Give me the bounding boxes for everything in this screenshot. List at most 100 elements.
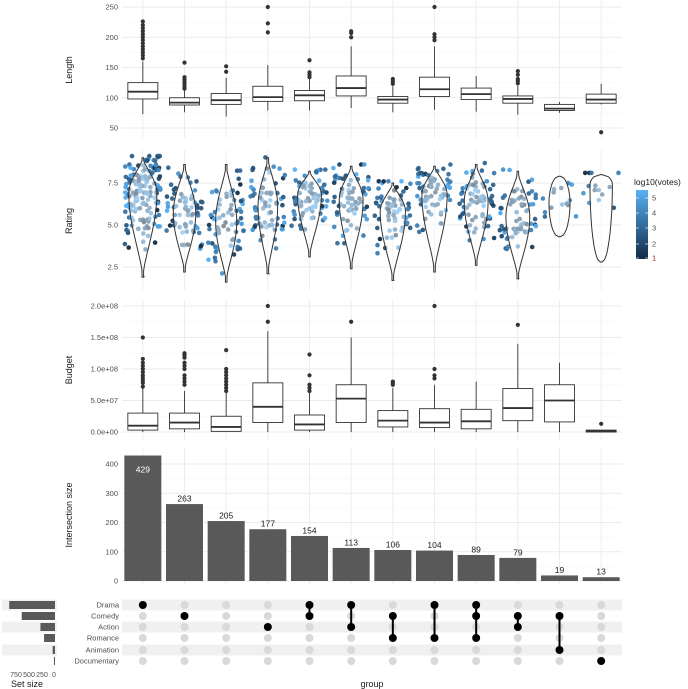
intersection-bar-4: 177: [249, 519, 287, 581]
budget-boxplot-panel: 0.0e+00 5.0e+07 1.0e+08 1.5e+08 2.0e+08 Budge…: [64, 300, 622, 440]
y-tick-label: 1.0e+08: [91, 365, 118, 374]
y-tick-label: 2.5: [108, 263, 118, 272]
boxplot-group-1: [127, 335, 159, 432]
bar-value-label: 263: [177, 494, 191, 504]
y-tick-label: 150: [105, 63, 118, 72]
y-tick-label: 200: [105, 518, 118, 527]
intersection-bar-6: 113: [332, 537, 370, 581]
set-label-animation: Animation: [86, 646, 119, 655]
boxplot-group-7: [377, 76, 409, 113]
y-tick-label: 0.0e+00: [91, 428, 118, 437]
violin-group-7: [372, 179, 413, 281]
boxplot-group-12: [585, 421, 617, 433]
y-tick-label: 100: [105, 547, 118, 556]
bar-value-label: 79: [513, 547, 523, 557]
matrix-column-5: [305, 601, 314, 665]
legend-tick-label: 3: [652, 224, 656, 233]
set-size-tick: 500: [23, 672, 35, 679]
intersection-bar-9: 89: [457, 544, 495, 581]
y-tick-label: 50: [110, 124, 118, 133]
matrix-column-6: [347, 601, 356, 665]
set-label-action: Action: [98, 623, 119, 632]
bar-value-label: 104: [427, 540, 441, 550]
set-size-bar-panel: 750 500 250 0 Set size: [2, 599, 57, 689]
boxplot-group-3: [210, 348, 242, 432]
set-label-romance: Romance: [87, 634, 119, 643]
violin-group-1: [122, 153, 163, 278]
matrix-column-10: [513, 601, 522, 665]
color-bar: [636, 190, 648, 259]
boxplot-group-12: [585, 83, 617, 135]
boxplot-group-2: [169, 60, 200, 113]
y-tick-label: 250: [105, 3, 118, 12]
y-tick-label: 0: [114, 577, 118, 586]
upset-matrix-panel: Drama Comedy Action Romance Animation Documen…: [74, 599, 622, 689]
set-size-bar-action: [40, 623, 55, 631]
matrix-column-7: [388, 601, 397, 665]
set-label-documentary: Documentary: [74, 657, 119, 666]
violin-group-11: [540, 175, 579, 238]
violin-group-3: [206, 164, 246, 283]
violin-group-8: [414, 162, 453, 273]
intersection-bar-10: 79: [499, 547, 537, 581]
violin-group-9: [457, 160, 497, 266]
y-tick-label: 1.5e+08: [91, 333, 118, 342]
x-axis-title: group: [360, 679, 383, 689]
intersection-bar-12: 13: [582, 567, 620, 581]
set-size-bar-documentary: [53, 657, 55, 665]
matrix-column-4: [263, 601, 272, 665]
intersection-bar-11: 19: [541, 565, 578, 581]
set-size-title: Set size: [11, 679, 43, 689]
matrix-column-1: [138, 601, 147, 665]
boxplot-group-9: [460, 75, 492, 112]
boxplot-group-11: [544, 362, 575, 432]
matrix-column-9: [472, 601, 481, 665]
rating-axis-title: Rating: [64, 208, 74, 234]
boxplot-group-6: [335, 29, 367, 109]
legend-tick-label: 2: [652, 240, 656, 249]
boxplot-group-4: [252, 303, 284, 432]
bar-value-label: 106: [386, 539, 400, 549]
bar-value-label: 429: [136, 465, 150, 475]
boxplot-group-6: [335, 319, 367, 432]
boxplot-group-3: [210, 64, 242, 117]
boxplot-group-1: [127, 19, 159, 115]
legend-tick-label: 1: [652, 254, 656, 263]
boxplot-group-5: [294, 58, 325, 111]
violin-group-4: [248, 155, 288, 275]
bar-value-label: 19: [555, 565, 565, 575]
matrix-column-8: [430, 601, 439, 665]
violin-group-5: [289, 167, 330, 258]
intersection-bar-2: 263: [166, 494, 203, 581]
votes-color-legend: log10(votes) 5 4 3 2 1: [634, 177, 681, 263]
boxplot-group-2: [169, 351, 200, 432]
boxplot-group-8: [419, 4, 450, 110]
set-label-drama: Drama: [96, 601, 119, 610]
matrix-column-12: [597, 601, 606, 665]
y-tick-label: 100: [105, 93, 118, 102]
intersection-bar-8: 104: [416, 540, 453, 581]
violin-group-2: [164, 164, 205, 273]
bar-value-label: 113: [344, 537, 358, 547]
bar-value-label: 13: [596, 567, 606, 577]
set-size-tick: 0: [52, 672, 56, 679]
set-size-bar-comedy: [21, 612, 55, 620]
y-tick-label: 200: [105, 33, 118, 42]
boxplot-group-10: [502, 69, 534, 115]
rating-violin-panel: 2.5 5.0 7.5 Rating: [64, 150, 622, 290]
violin-group-6: [331, 162, 372, 270]
bar-value-label: 205: [219, 511, 233, 521]
set-size-bar-drama: [9, 601, 56, 609]
violin-group-10: [497, 167, 539, 281]
legend-title: log10(votes): [634, 177, 681, 187]
boxplot-group-4: [252, 4, 284, 111]
legend-tick-label: 4: [652, 209, 656, 218]
boxplot-group-9: [460, 381, 492, 432]
violin-group-12: [581, 170, 621, 263]
bar-value-label: 89: [471, 544, 481, 554]
boxplot-group-11: [544, 101, 575, 113]
intersection-bar-1: 429: [124, 455, 162, 581]
intersection-bar-7: 106: [374, 539, 412, 581]
matrix-column-2: [180, 601, 189, 665]
matrix-column-11: [555, 601, 564, 665]
